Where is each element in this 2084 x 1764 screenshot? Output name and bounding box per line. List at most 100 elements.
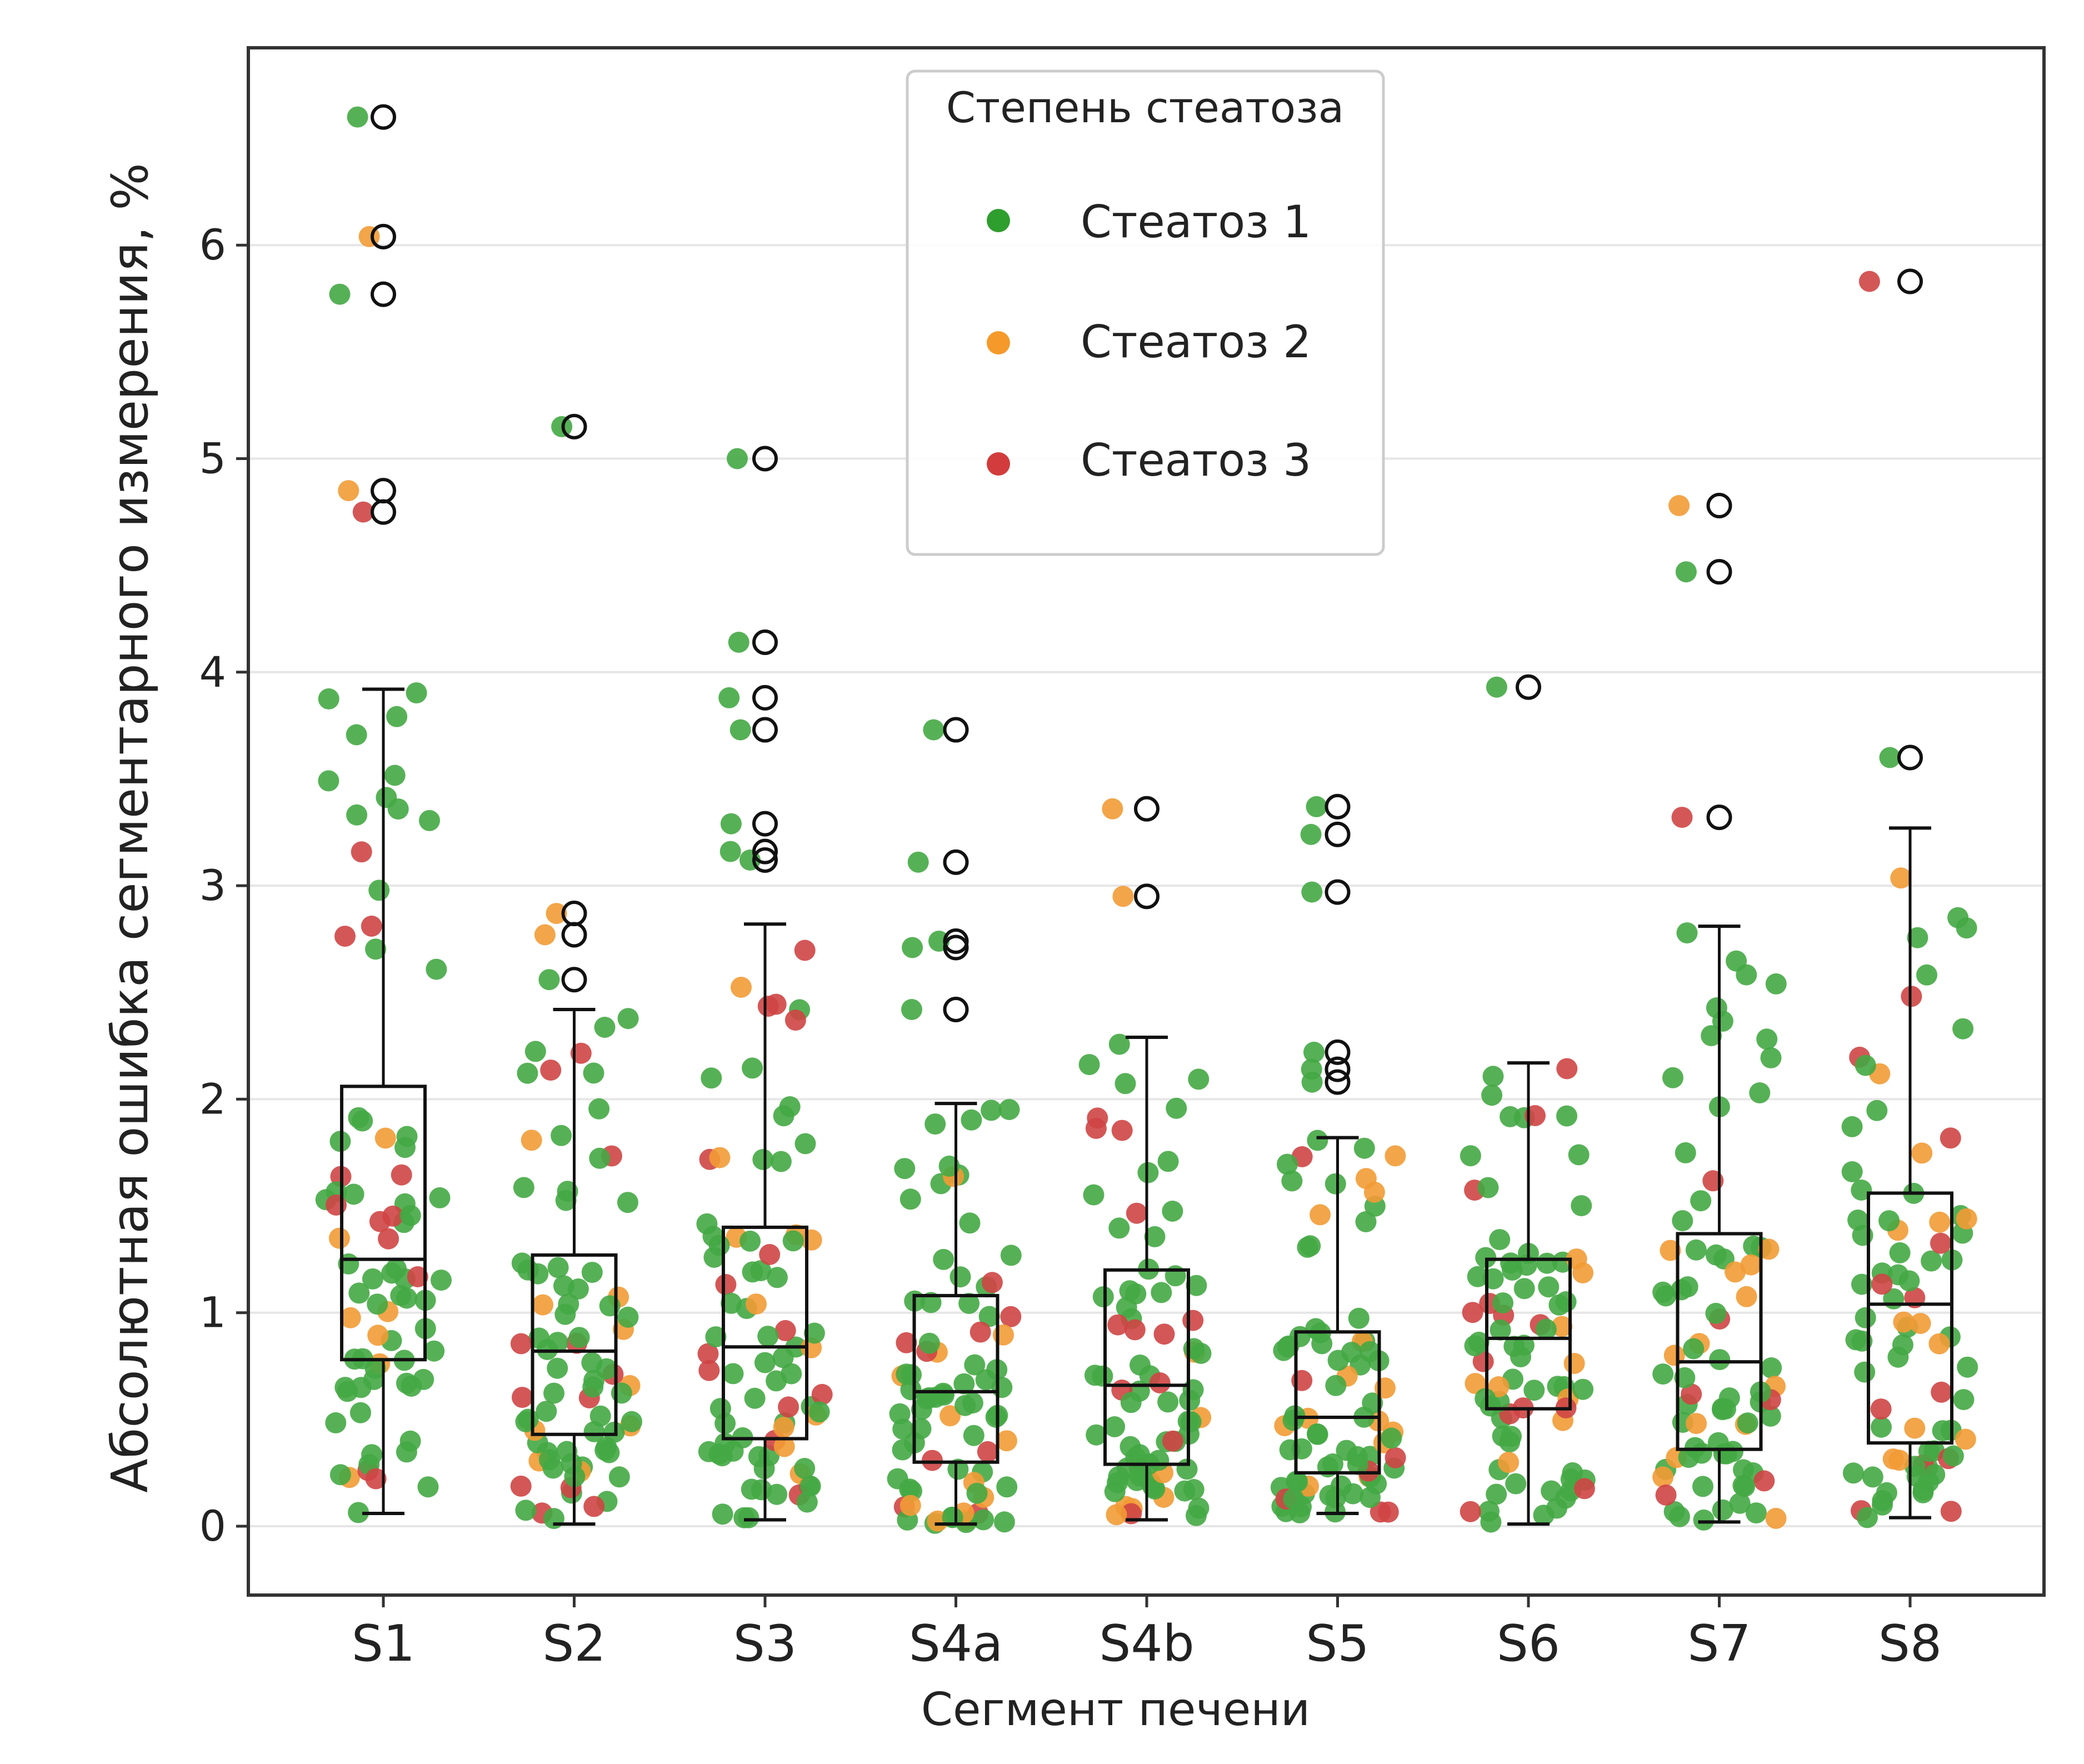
data-point	[543, 1508, 564, 1530]
outlier-point	[719, 841, 741, 862]
data-point	[1162, 1430, 1183, 1452]
data-point	[1712, 1397, 1733, 1419]
outlier-marker-S4b	[1134, 796, 1160, 822]
data-point	[958, 1293, 980, 1314]
data-point	[963, 1425, 984, 1446]
data-point	[1890, 867, 1912, 889]
data-point	[1162, 1201, 1183, 1222]
data-point	[325, 1412, 347, 1433]
data-point	[581, 1262, 603, 1283]
data-point	[1878, 1210, 1900, 1232]
data-point	[382, 1205, 404, 1227]
outlier-marker-S7	[1706, 493, 1732, 519]
data-point	[511, 1252, 533, 1274]
data-point	[766, 1267, 788, 1288]
data-point	[1555, 1291, 1577, 1312]
legend-marker-steatosis-2	[987, 331, 1010, 354]
data-point	[1188, 1497, 1210, 1519]
data-point	[1862, 1466, 1883, 1488]
data-point	[1756, 1028, 1778, 1050]
data-point	[368, 879, 390, 901]
data-point	[570, 1042, 592, 1064]
data-point	[924, 1113, 946, 1135]
data-point	[551, 1125, 572, 1146]
data-point	[1083, 1184, 1105, 1206]
y-tick-label-3: 3	[199, 861, 226, 910]
outlier-point	[727, 448, 748, 469]
data-point	[1871, 1273, 1893, 1295]
data-point	[334, 1377, 356, 1398]
data-point	[933, 1248, 954, 1270]
outlier-point	[1300, 823, 1322, 845]
data-point	[583, 1062, 604, 1084]
data-point	[350, 1377, 372, 1398]
data-point	[1325, 1375, 1347, 1396]
data-point	[739, 1230, 761, 1252]
data-point	[1535, 1318, 1557, 1340]
box-S4b	[1103, 1268, 1190, 1466]
data-point	[1655, 1484, 1677, 1506]
data-point	[1478, 1501, 1500, 1522]
data-point	[1706, 997, 1727, 1018]
data-point	[1342, 1483, 1364, 1505]
data-point	[429, 1187, 451, 1208]
data-point	[1942, 1445, 1964, 1467]
data-point	[1307, 1423, 1328, 1445]
data-point	[362, 1268, 383, 1290]
data-point	[1281, 1170, 1303, 1192]
data-point	[1327, 1350, 1349, 1371]
outlier-point	[902, 937, 923, 958]
data-point	[1492, 1425, 1513, 1447]
data-point	[1872, 1490, 1893, 1512]
data-point	[782, 1230, 804, 1252]
data-point	[1726, 950, 1747, 972]
legend-label-steatosis-3: Стеатоз 3	[1081, 434, 1311, 486]
data-point	[1556, 1105, 1577, 1127]
data-point	[754, 1352, 776, 1373]
y-tick-label-2: 2	[199, 1074, 226, 1123]
data-point	[1480, 1395, 1501, 1417]
data-point	[781, 1363, 802, 1385]
outlier-marker-S8	[1897, 744, 1923, 771]
data-point	[1957, 1356, 1978, 1378]
data-point	[966, 1482, 988, 1504]
data-point	[1489, 1229, 1511, 1251]
data-point	[583, 1496, 605, 1517]
outlier-point	[1303, 1041, 1325, 1063]
data-point	[1573, 1478, 1595, 1500]
data-point	[1385, 1145, 1406, 1167]
legend-label-steatosis-2: Стеатоз 2	[1081, 316, 1311, 368]
outlier-marker-S3	[752, 446, 778, 472]
data-point	[1856, 1507, 1878, 1528]
data-point	[1307, 1130, 1328, 1151]
data-point	[996, 1430, 1017, 1452]
data-point	[711, 1445, 733, 1467]
data-point	[1911, 1142, 1933, 1164]
data-point	[1749, 1082, 1771, 1103]
outlier-marker-S5	[1325, 1056, 1351, 1082]
box-S4a	[912, 1293, 999, 1464]
data-point	[722, 1363, 744, 1385]
data-point	[1916, 964, 1937, 986]
data-point	[1674, 1367, 1696, 1388]
data-point	[367, 1325, 389, 1346]
data-point	[521, 1130, 542, 1151]
data-point	[1500, 1106, 1521, 1127]
outlier-marker-S1	[371, 281, 396, 307]
data-point	[991, 1377, 1013, 1398]
data-point	[1468, 1331, 1490, 1353]
data-point	[1765, 1507, 1787, 1529]
box-S5	[1294, 1330, 1381, 1475]
data-point	[773, 1436, 795, 1457]
data-point	[1492, 1292, 1513, 1314]
x-axis-label: Сегмент печени	[921, 1683, 1310, 1736]
data-point	[1305, 1318, 1327, 1340]
data-point	[517, 1062, 538, 1084]
data-point	[1888, 1450, 1910, 1471]
outlier-point	[728, 632, 749, 653]
data-point	[779, 1096, 801, 1117]
outlier-point	[1112, 886, 1134, 907]
data-point	[1505, 1473, 1527, 1495]
data-point	[374, 1127, 396, 1149]
data-point	[1000, 1306, 1022, 1327]
